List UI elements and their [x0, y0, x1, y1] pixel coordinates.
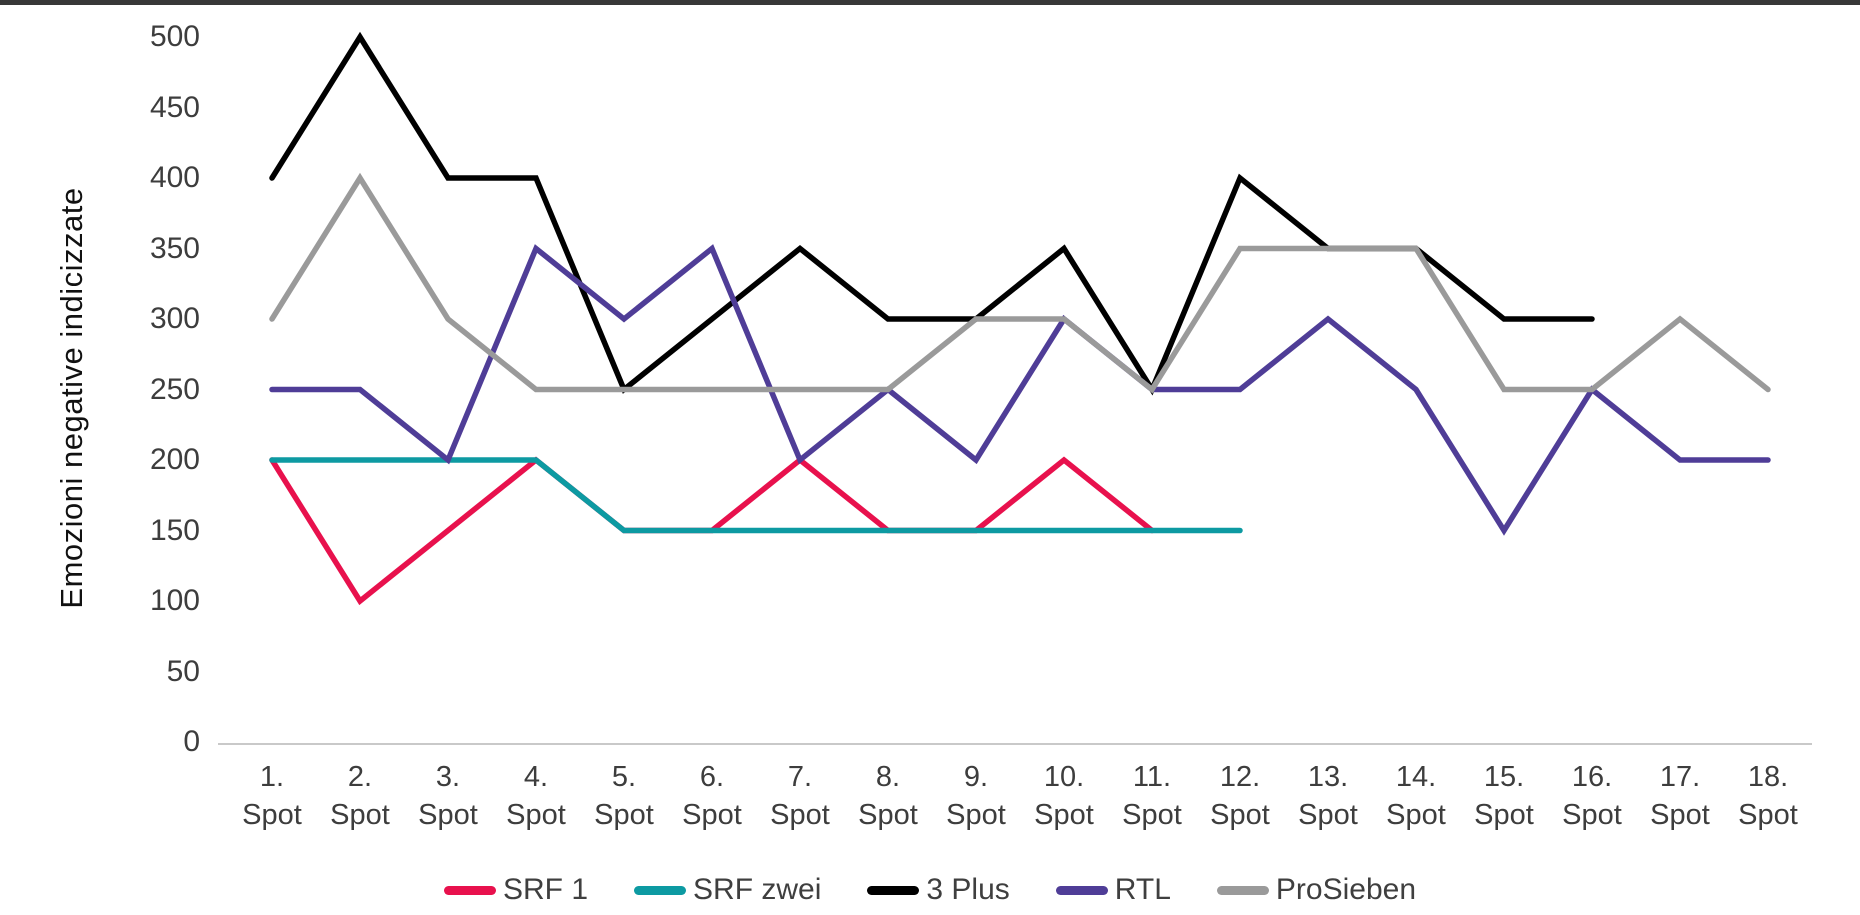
x-tick-label: 12. Spot: [1210, 761, 1270, 831]
x-tick-label: 9. Spot: [946, 761, 1006, 831]
y-tick-label: 400: [149, 161, 200, 194]
series-line-prosieben: [269, 172, 1771, 394]
y-tick-label: 0: [183, 725, 200, 758]
legend-label: 3 Plus: [926, 873, 1010, 906]
x-tick-label: 8. Spot: [858, 761, 918, 831]
y-tick-label: 500: [149, 20, 200, 53]
y-tick-label: 300: [149, 302, 200, 335]
x-tick-label: 15. Spot: [1474, 761, 1534, 831]
series-line-rtl: [269, 244, 1771, 536]
top-border-bar: [0, 0, 1860, 5]
legend-entry-srf-1: SRF 1: [443, 873, 589, 907]
legend-entry-prosieben: ProSieben: [1216, 873, 1417, 907]
x-tick-label: 10. Spot: [1034, 761, 1094, 831]
x-tick-label: 1. Spot: [242, 761, 302, 831]
legend-marker-icon: [443, 885, 496, 895]
legend-marker-icon: [634, 885, 687, 895]
legend-label: RTL: [1114, 873, 1171, 906]
y-tick-label: 250: [149, 372, 200, 406]
legend-label: ProSieben: [1275, 873, 1417, 906]
legend-marker-icon: [1216, 885, 1269, 895]
y-tick-label: 150: [149, 513, 200, 547]
x-tick-label: 17. Spot: [1650, 761, 1710, 831]
y-tick-label: 50: [166, 654, 200, 688]
x-tick-label: 2. Spot: [330, 761, 390, 831]
x-tick-label: 16. Spot: [1562, 761, 1622, 831]
legend-entry-srf-zwei: SRF zwei: [634, 873, 821, 907]
x-tick-label: 3. Spot: [418, 761, 478, 831]
y-tick-label: 200: [149, 443, 200, 476]
x-tick-label: 13. Spot: [1298, 761, 1358, 831]
legend-marker-icon: [867, 885, 920, 895]
x-tick-label: 14. Spot: [1386, 761, 1446, 831]
legend-label: SRF 1: [502, 873, 589, 906]
x-tick-label: 7. Spot: [770, 761, 830, 831]
x-tick-label: 6. Spot: [682, 761, 742, 831]
chart-legend: SRF 1 SRF zwei 3 Plus RTL ProSieben: [0, 868, 1860, 912]
legend-entry-rtl: RTL: [1055, 873, 1171, 907]
legend-label: SRF zwei: [693, 873, 822, 906]
legend-marker-icon: [1055, 885, 1108, 895]
x-tick-label: 11. Spot: [1122, 761, 1182, 831]
x-tick-label: 5. Spot: [594, 761, 654, 831]
x-tick-label: 18. Spot: [1738, 761, 1798, 831]
x-tick-label: 4. Spot: [506, 761, 566, 831]
series-line-srf-zwei: [269, 457, 1243, 534]
y-tick-label: 350: [149, 231, 200, 265]
y-tick-label: 100: [149, 584, 200, 617]
y-tick-label: 450: [149, 90, 200, 124]
legend-entry-3-plus: 3 Plus: [867, 873, 1010, 907]
